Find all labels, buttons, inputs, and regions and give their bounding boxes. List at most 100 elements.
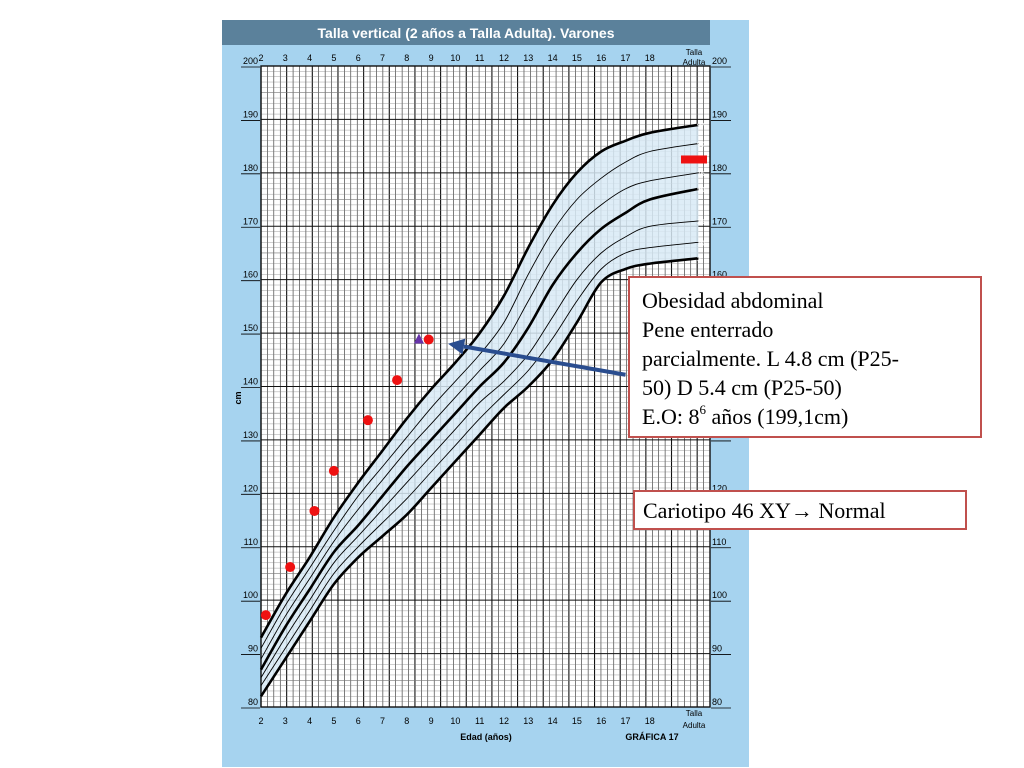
percentile-curve-p50 — [259, 187, 699, 671]
percentile-curve-p10 — [260, 241, 699, 686]
x-tick-label-bottom: 6 — [356, 716, 361, 726]
y-tick-label-left: 180 — [243, 163, 258, 173]
y-tick-label-left: 110 — [244, 537, 258, 547]
y-tick-label-right: 110 — [712, 537, 726, 547]
x-tick-label-top: 3 — [283, 53, 288, 63]
x-tick-label-bottom: 5 — [331, 716, 336, 726]
percentile-label-p90: 90 — [697, 141, 705, 148]
y-tick-label-right: 200 — [712, 56, 727, 66]
x-tick-label-bottom: 12 — [499, 716, 509, 726]
x-tick-label-top: 7 — [380, 53, 385, 63]
x-tick-label-top: 10 — [450, 53, 460, 63]
percentile-band — [261, 124, 699, 697]
percentile-label-p25: 25 — [697, 219, 705, 226]
x-tick-label-bottom: 7 — [380, 716, 385, 726]
y-axis-label: cm — [233, 391, 243, 404]
note-line: Obesidad abdominal — [642, 288, 824, 313]
x-tick-label-bottom: 8 — [404, 716, 409, 726]
y-tick-label-left: 130 — [243, 430, 258, 440]
percentile-curve-p25 — [260, 220, 699, 678]
adult-label: Talla — [686, 48, 703, 57]
percentile-label-p97: 97 — [697, 123, 705, 130]
y-tick-label-left: 190 — [243, 109, 258, 119]
x-tick-label-top: 15 — [572, 53, 582, 63]
percentile-label-p75: 75 — [697, 171, 705, 178]
percentile-label-p3: 3 — [697, 256, 701, 263]
x-tick-label-top: 14 — [548, 53, 558, 63]
patient-markers — [260, 155, 707, 621]
y-tick-label-right: 80 — [712, 697, 722, 707]
adult-label: Adulta — [683, 721, 706, 730]
adult-label: Talla — [686, 709, 703, 718]
y-tick-label-right: 190 — [712, 109, 727, 119]
patient-height-point — [392, 375, 403, 386]
x-tick-label-bottom: 9 — [429, 716, 434, 726]
bone-age-superscript: 6 — [699, 401, 706, 417]
y-tick-label-right: 100 — [712, 590, 727, 600]
bone-age-suffix: años (199,1cm) — [705, 404, 849, 429]
title-bar — [222, 20, 710, 45]
x-tick-label-bottom: 3 — [283, 716, 288, 726]
bone-age-note: E.O: 86 años (199,1cm) — [642, 402, 974, 431]
y-tick-label-left: 150 — [243, 323, 258, 333]
y-tick-label-left: 100 — [243, 590, 258, 600]
x-axis-label: Edad (años) — [460, 732, 512, 742]
x-tick-label-bottom: 14 — [548, 716, 558, 726]
x-tick-label-top: 8 — [404, 53, 409, 63]
annotation-arrow — [463, 344, 626, 377]
annotation-arrowhead — [448, 338, 466, 355]
patient-height-point — [260, 610, 271, 621]
note-line: parcialmente. L 4.8 cm (P25- — [642, 346, 899, 371]
y-tick-label-left: 140 — [243, 377, 258, 387]
y-tick-label-left: 90 — [248, 644, 258, 654]
patient-height-point — [423, 334, 434, 345]
chart-title: Talla vertical (2 años a Talla Adulta). … — [318, 25, 615, 41]
note-line: Pene enterrado — [642, 317, 774, 342]
axes: 2 2 3 3 4 4 5 5 6 6 7 7 8 8 9 9 10 10 11 11 12 12 13 13 14 14 15 15… — [241, 48, 731, 730]
x-tick-label-top: 18 — [645, 53, 655, 63]
figure-number: GRÁFICA 17 — [625, 732, 678, 742]
karyotype-text: Cariotipo 46 XY→ Normal — [643, 498, 886, 523]
percentile-curve-p90 — [260, 143, 699, 649]
target-height-marker — [681, 155, 707, 164]
x-tick-label-top: 17 — [620, 53, 630, 63]
patient-height-point — [328, 465, 339, 476]
x-tick-label-top: 16 — [596, 53, 606, 63]
x-tick-label-top: 11 — [475, 53, 484, 63]
y-tick-label-left: 170 — [243, 216, 258, 226]
y-tick-label-right: 160 — [712, 270, 727, 280]
percentile-curve-p75 — [260, 172, 699, 660]
y-tick-label-right: 90 — [712, 644, 722, 654]
x-tick-label-bottom: 13 — [523, 716, 533, 726]
x-tick-label-bottom: 11 — [475, 716, 484, 726]
clinical-notes-box: Obesidad abdominal Pene enterrado parcia… — [628, 276, 982, 438]
x-tick-label-bottom: 15 — [572, 716, 582, 726]
x-tick-label-bottom: 10 — [450, 716, 460, 726]
patient-height-point — [362, 415, 373, 426]
x-tick-label-bottom: 2 — [258, 716, 263, 726]
percentile-band-fill — [261, 124, 699, 697]
adult-label: Adulta — [683, 58, 706, 67]
x-tick-label-bottom: 17 — [620, 716, 630, 726]
bone-age-prefix: E.O: 8 — [642, 404, 700, 429]
y-tick-label-left: 160 — [243, 270, 258, 280]
x-tick-label-top: 13 — [523, 53, 533, 63]
note-line: 50) D 5.4 cm (P25-50) — [642, 375, 842, 400]
bone-age-marker — [413, 333, 424, 344]
x-tick-label-top: 4 — [307, 53, 312, 63]
patient-height-point — [309, 505, 320, 516]
x-tick-label-top: 6 — [356, 53, 361, 63]
y-tick-label-right: 180 — [712, 163, 727, 173]
x-tick-label-top: 9 — [429, 53, 434, 63]
percentile-label-p50: 50 — [697, 187, 705, 194]
karyotype-box: Cariotipo 46 XY→ Normal — [633, 490, 967, 530]
y-tick-label-right: 170 — [712, 216, 727, 226]
x-tick-label-top: 12 — [499, 53, 509, 63]
x-tick-label-top: 5 — [331, 53, 336, 63]
patient-height-point — [285, 562, 296, 573]
x-tick-label-bottom: 16 — [596, 716, 606, 726]
percentile-curve-p3 — [259, 257, 699, 698]
y-tick-label-left: 200 — [243, 56, 258, 66]
x-tick-label-bottom: 18 — [645, 716, 655, 726]
x-tick-label-top: 2 — [258, 53, 263, 63]
